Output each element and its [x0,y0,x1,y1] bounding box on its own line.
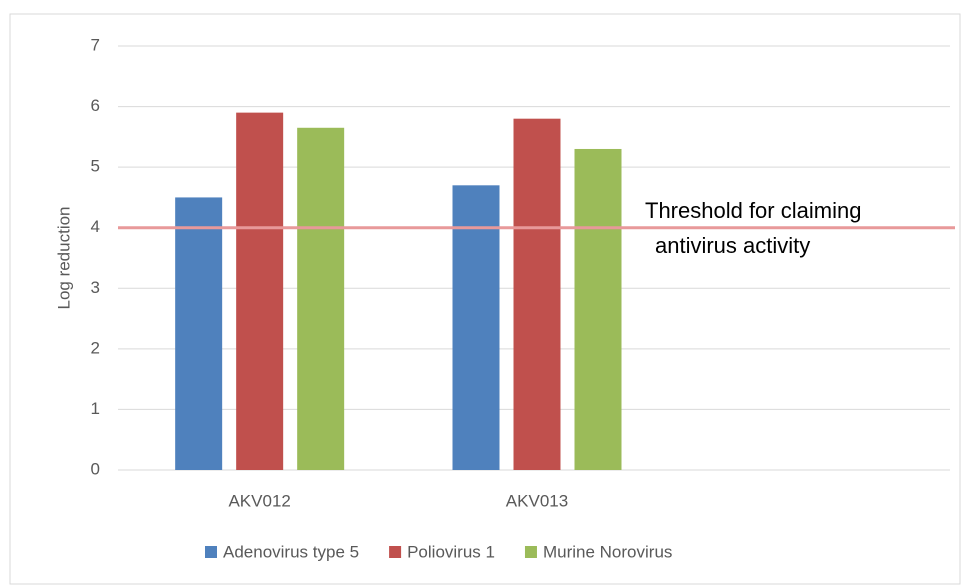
y-tick-label: 4 [91,217,100,236]
legend-swatch [205,546,217,558]
bar [574,148,622,470]
y-axis-label: Log reduction [54,206,73,309]
legend-swatch [389,546,402,558]
y-tick-label: 2 [91,338,100,357]
y-tick-label: 3 [91,278,100,297]
x-tick-label: AKV012 [228,491,290,510]
x-tick-label: AKV013 [506,491,568,510]
bar [513,118,561,470]
y-tick-label: 1 [91,399,100,418]
bar [236,112,284,470]
bar [297,127,345,471]
threshold-label: Threshold for claiming [645,198,861,223]
legend-swatch [524,546,537,558]
y-tick-label: 6 [91,96,100,115]
bar [452,185,500,471]
y-tick-label: 7 [91,35,100,54]
legend-label: Poliovirus 1 [407,542,495,561]
y-tick-label: 0 [91,459,100,478]
bar [175,197,223,470]
legend-label: Murine Norovirus [543,542,672,561]
y-tick-label: 5 [91,157,100,176]
threshold-label: antivirus activity [655,233,810,258]
legend-label: Adenovirus type 5 [223,542,359,561]
